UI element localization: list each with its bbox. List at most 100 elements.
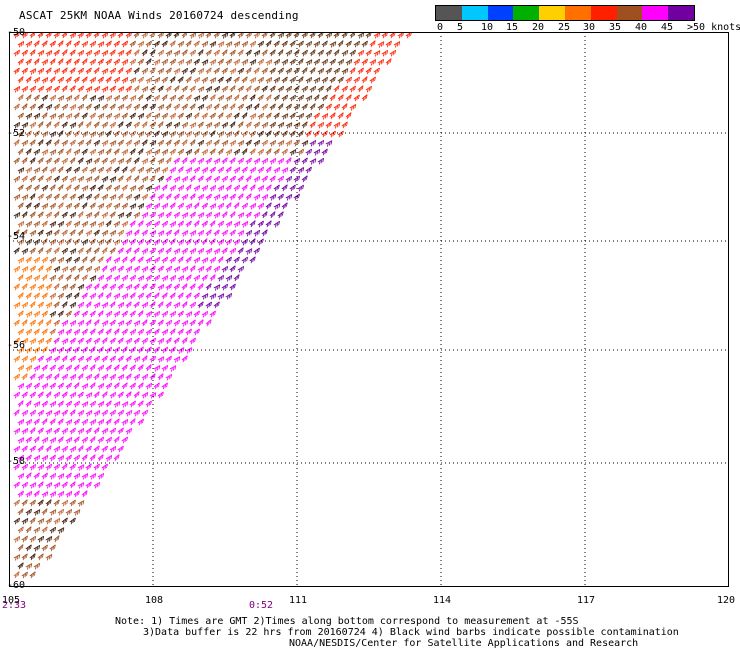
wind-barb [25, 184, 32, 192]
wind-barb [165, 32, 172, 39]
wind-barb [29, 409, 36, 417]
wind-barb [41, 472, 48, 480]
wind-barb [53, 301, 60, 309]
wind-barb [77, 409, 85, 417]
wind-barb [165, 337, 172, 345]
wind-barb [169, 166, 177, 174]
wind-barb [133, 320, 141, 327]
wind-barb [121, 184, 128, 192]
wind-barb [129, 58, 136, 66]
wind-barb [57, 310, 64, 318]
wind-barb [89, 131, 97, 138]
lat-label: -60 [7, 580, 26, 591]
wind-barb [25, 275, 33, 282]
wind-barb [225, 292, 233, 300]
wind-barb [81, 220, 89, 228]
wind-barb [253, 103, 260, 111]
wind-barb [141, 103, 148, 111]
wind-barb [117, 50, 125, 57]
wind-barb [209, 166, 216, 174]
wind-barb [17, 383, 25, 390]
wind-barb [113, 257, 121, 264]
wind-barb [45, 247, 52, 255]
wind-barb [329, 130, 336, 138]
wind-barb [13, 229, 20, 237]
wind-barb [189, 193, 196, 201]
wind-barb [273, 58, 281, 66]
lon-label: 114 [433, 595, 452, 606]
wind-barb [41, 274, 48, 282]
wind-barb [69, 409, 76, 417]
wind-barb [85, 410, 93, 417]
wind-barb [145, 112, 152, 120]
wind-barb [13, 373, 20, 381]
wind-barb [45, 193, 52, 201]
wind-barb [185, 184, 192, 192]
wind-barb [85, 176, 93, 183]
wind-barb [29, 211, 36, 219]
wind-barb [13, 391, 20, 399]
wind-barb [261, 32, 268, 39]
wind-barb [29, 301, 36, 309]
wind-barb [21, 49, 28, 57]
wind-barb [65, 419, 73, 426]
wind-barb [73, 76, 80, 84]
wind-barb [73, 40, 80, 48]
wind-barb [205, 157, 212, 165]
wind-barb [309, 85, 317, 93]
wind-barb [161, 94, 168, 102]
wind-barb [241, 148, 248, 156]
wind-barb [225, 256, 232, 264]
wind-barb [101, 302, 109, 309]
wind-barb [29, 230, 37, 237]
wind-barb [205, 301, 212, 309]
wind-barb [13, 499, 20, 507]
wind-barb [113, 94, 121, 102]
wind-barb [65, 202, 73, 210]
wind-barb [149, 337, 156, 345]
wind-barb [225, 166, 232, 174]
wind-barb [133, 283, 140, 291]
wind-barb [57, 527, 65, 534]
wind-barb [37, 284, 45, 291]
wind-barb [121, 364, 128, 372]
wind-barb [117, 121, 124, 129]
wind-barb [113, 293, 121, 300]
wind-barb [305, 166, 312, 174]
wind-barb [133, 175, 140, 183]
wind-barb [105, 436, 112, 444]
wind-barb [101, 355, 108, 363]
wind-barb [97, 364, 105, 372]
wind-barb [49, 454, 56, 462]
wind-barb [49, 94, 57, 102]
time-label: 2:33 [2, 600, 27, 611]
wind-barb [149, 103, 156, 111]
wind-barb [69, 248, 77, 255]
wind-barb [153, 256, 161, 264]
wind-barb [17, 292, 24, 300]
wind-barb [145, 382, 153, 390]
wind-barb [37, 553, 44, 561]
wind-barb [197, 175, 204, 183]
wind-barb [37, 67, 45, 75]
wind-barb [53, 266, 61, 273]
wind-barb [289, 130, 296, 138]
wind-barb [221, 211, 228, 219]
wind-barb [29, 103, 36, 111]
wind-barb [41, 418, 48, 426]
wind-barb [13, 445, 21, 453]
wind-barb [217, 41, 225, 48]
wind-barb [101, 103, 108, 111]
wind-barb [133, 157, 140, 165]
wind-barb [185, 328, 192, 336]
wind-barb [121, 149, 129, 156]
wind-barb [61, 121, 68, 129]
wind-barb [21, 428, 29, 435]
wind-barb [229, 265, 236, 273]
wind-barb [213, 85, 220, 93]
wind-barb [97, 292, 104, 300]
wind-barb [177, 184, 185, 192]
wind-barb [309, 158, 317, 165]
wind-barb [201, 184, 209, 192]
wind-barb [233, 94, 240, 102]
